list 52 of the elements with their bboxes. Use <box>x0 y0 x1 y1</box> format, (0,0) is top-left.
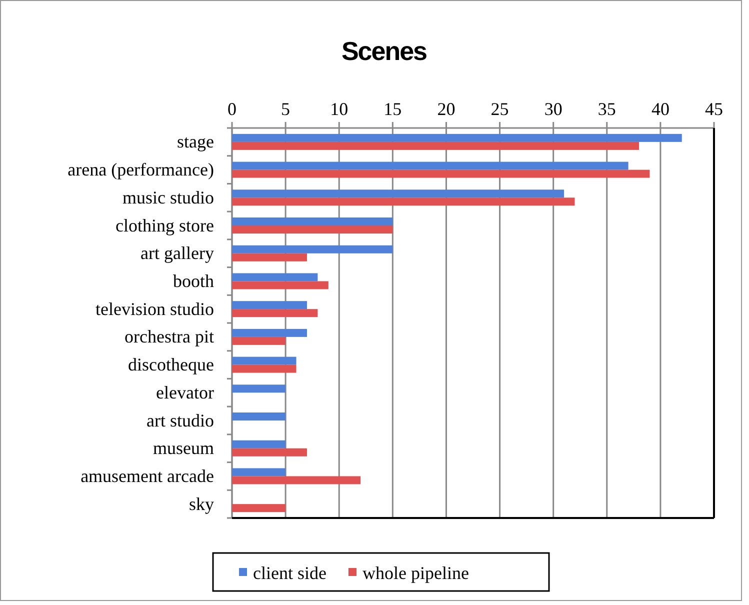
bar <box>232 198 575 206</box>
bar <box>232 364 296 373</box>
bar <box>232 384 286 393</box>
bar <box>232 245 393 254</box>
x-tick-label: 35 <box>598 99 616 119</box>
x-tick-label: 0 <box>228 99 236 119</box>
bar <box>232 504 286 512</box>
bar <box>232 328 307 337</box>
bar <box>232 448 307 456</box>
y-tick-label: clothing store <box>116 215 214 236</box>
bar <box>232 476 361 484</box>
bar <box>232 190 564 198</box>
x-tick-label: 5 <box>281 99 290 119</box>
bar <box>232 356 296 365</box>
bar <box>232 218 393 226</box>
bar <box>232 281 328 290</box>
legend-label: whole pipeline <box>362 563 469 583</box>
legend-label: client side <box>253 563 326 583</box>
y-tick-label: television studio <box>96 298 214 319</box>
x-tick-label: 25 <box>490 99 509 119</box>
bar <box>232 412 286 420</box>
x-tick-label: 20 <box>437 99 456 119</box>
x-tick-label: 45 <box>705 99 723 119</box>
bar <box>232 468 286 476</box>
y-tick-label: art studio <box>146 410 214 430</box>
y-tick-label: elevator <box>156 382 214 402</box>
bar <box>232 309 318 318</box>
bar <box>232 170 650 178</box>
bar <box>232 134 682 142</box>
bar <box>232 142 640 150</box>
x-tick-label: 10 <box>330 99 348 119</box>
y-tick-label: booth <box>172 270 214 291</box>
chart-title: Scenes <box>341 36 428 66</box>
y-tick-label: stage <box>177 132 214 152</box>
x-tick-label: 15 <box>384 99 402 119</box>
y-tick-label: orchestra pit <box>124 326 214 347</box>
y-tick-label: music studio <box>122 187 214 208</box>
y-tick-label: art gallery <box>140 243 214 264</box>
bar <box>232 336 286 345</box>
bar <box>232 273 318 282</box>
y-tick-label: museum <box>153 438 214 458</box>
bar <box>232 301 307 310</box>
y-tick-label: amusement arcade <box>80 466 214 486</box>
bar <box>232 253 307 262</box>
bar <box>232 162 628 170</box>
y-tick-label: arena (performance) <box>68 160 214 180</box>
y-tick-label: sky <box>188 494 214 514</box>
x-tick-label: 30 <box>544 99 562 119</box>
y-tick-label: discotheque <box>128 354 214 375</box>
bar <box>232 440 286 448</box>
bar <box>232 226 393 234</box>
x-tick-label: 40 <box>651 99 670 119</box>
